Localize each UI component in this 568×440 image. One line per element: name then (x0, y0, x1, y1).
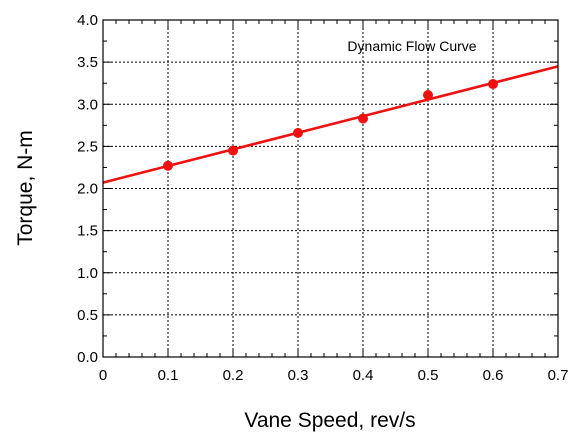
data-point (423, 89, 433, 100)
x-tick-label: 0.4 (353, 367, 374, 384)
y-axis-title: Torque, N-m (14, 130, 37, 246)
annotation-text: Dynamic Flow Curve (347, 38, 476, 54)
fit-line (102, 65, 559, 184)
plot-area (103, 20, 558, 357)
x-tick-label: 0.5 (418, 367, 439, 384)
x-axis-ticks: 0 0.1 0.2 0.3 0.4 0.5 0.6 0.7 (99, 20, 568, 384)
y-tick-label: 0.0 (77, 349, 98, 366)
x-tick-label: 0.7 (548, 367, 568, 384)
x-tick-label: 0.3 (288, 367, 309, 384)
y-tick-label: 1.5 (77, 223, 98, 240)
data-point (488, 79, 498, 90)
x-tick-label: 0.1 (158, 367, 179, 384)
y-tick-label: 0.5 (77, 307, 98, 324)
y-axis-ticks: 0.0 0.5 1.0 1.5 2.0 2.5 3.0 3.5 4.0 (77, 12, 558, 366)
y-tick-label: 4.0 (77, 12, 98, 29)
data-points (163, 79, 498, 171)
y-tick-label: 1.0 (77, 265, 98, 282)
y-tick-label: 2.5 (77, 138, 98, 155)
fit-line-group (102, 65, 559, 184)
y-tick-label: 2.0 (77, 181, 98, 198)
x-tick-label: 0.2 (223, 367, 244, 384)
data-point (163, 160, 173, 171)
x-tick-label: 0 (99, 367, 107, 384)
data-point (293, 127, 303, 138)
x-tick-label: 0.6 (483, 367, 504, 384)
y-tick-label: 3.5 (77, 54, 98, 71)
grid (103, 20, 558, 357)
x-axis-title: Vane Speed, rev/s (244, 409, 415, 432)
minor-ticks (103, 20, 558, 357)
y-tick-label: 3.0 (77, 96, 98, 113)
data-point (358, 113, 368, 124)
data-point (228, 145, 238, 156)
